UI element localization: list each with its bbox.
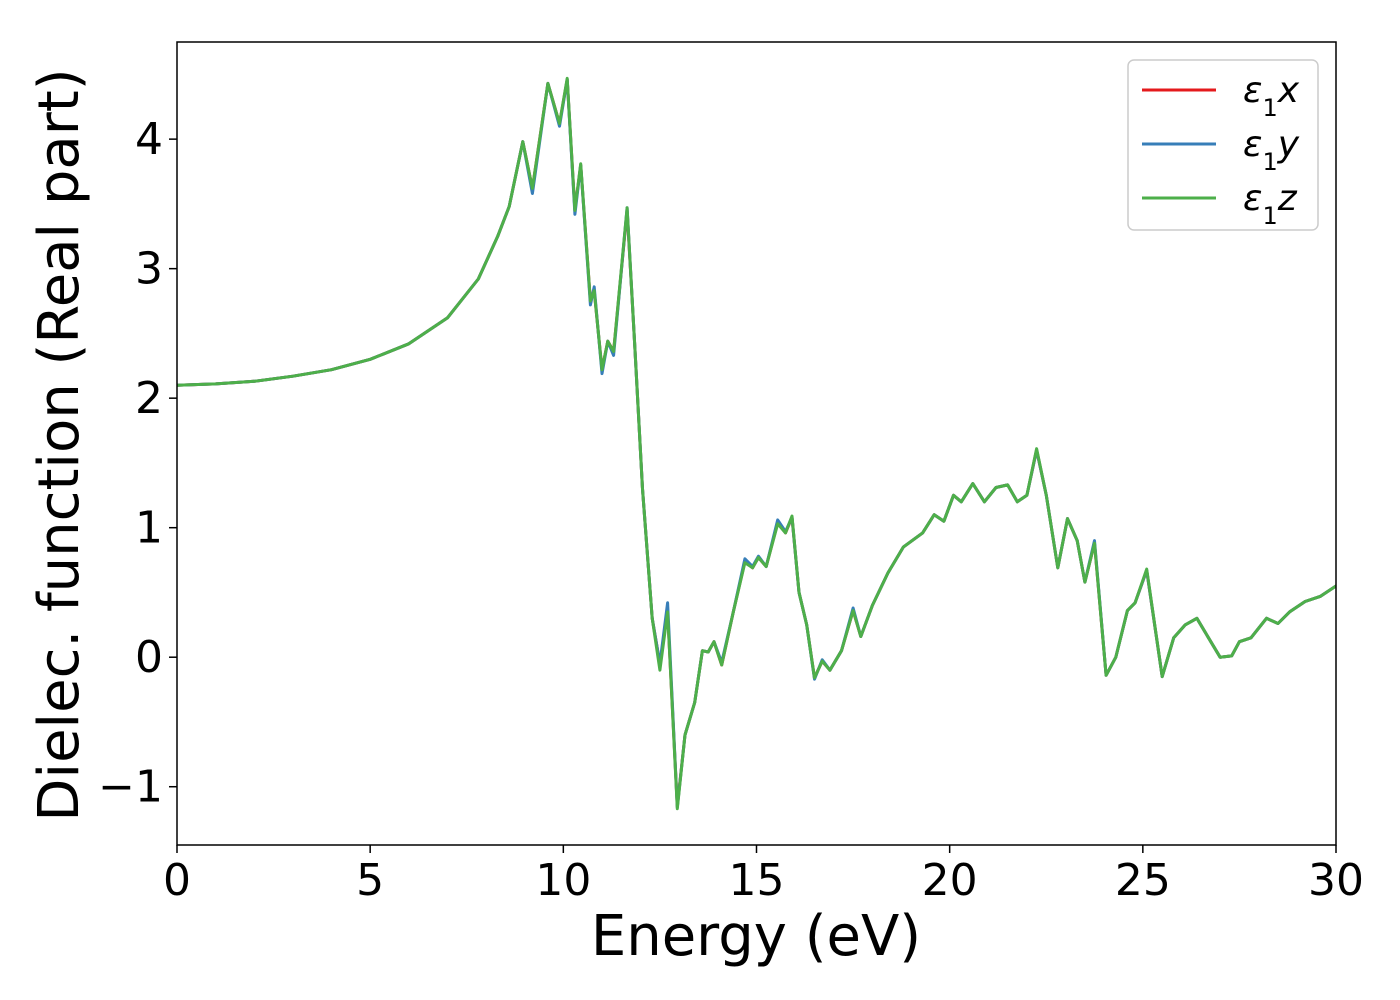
- x-tick-label: 25: [1115, 855, 1171, 906]
- series-layer: [177, 76, 1336, 811]
- x-tick-label: 10: [535, 855, 591, 906]
- legend-label-z: ε1z: [1243, 178, 1298, 230]
- x-tick-label: 5: [356, 855, 384, 906]
- y-tick-label: 4: [135, 114, 163, 165]
- y-tick-label: 3: [135, 244, 163, 295]
- y-tick-label: −1: [98, 762, 163, 813]
- x-axis-ticks: 0 5 10 15 20 25 30: [163, 845, 1364, 906]
- x-axis-title: Energy (eV): [591, 904, 921, 969]
- x-tick-label: 0: [163, 855, 191, 906]
- x-tick-label: 15: [729, 855, 785, 906]
- y-axis-ticks: −1 0 1 2 3 4: [98, 114, 177, 813]
- series-line-z: [177, 76, 1336, 811]
- x-tick-label: 30: [1308, 855, 1364, 906]
- y-tick-label: 2: [135, 373, 163, 424]
- y-tick-label: 1: [135, 503, 163, 554]
- legend-label-y: ε1y: [1243, 124, 1300, 176]
- y-axis-title: Dielec. function (Real part): [27, 68, 92, 821]
- y-tick-label: 0: [135, 632, 163, 683]
- x-tick-label: 20: [922, 855, 978, 906]
- legend-box: [1127, 59, 1319, 231]
- legend-label-x: ε1x: [1243, 70, 1300, 122]
